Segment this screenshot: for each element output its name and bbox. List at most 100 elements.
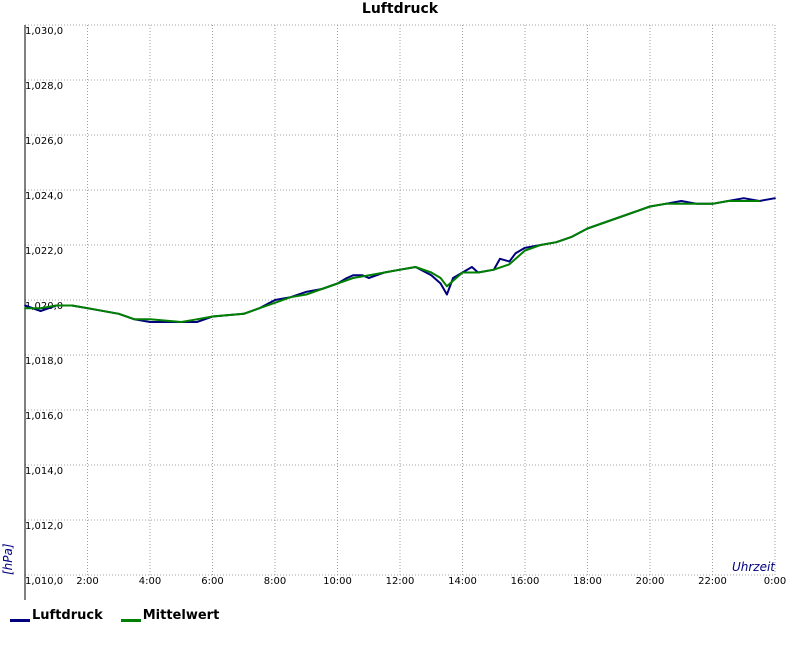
data-point-mittelwert xyxy=(664,202,667,205)
x-tick-label: 16:00 xyxy=(511,576,540,587)
data-point-mittelwert xyxy=(305,293,308,296)
data-point-mittelwert xyxy=(617,216,620,219)
data-point-mittelwert xyxy=(242,312,245,315)
y-tick-label: 1,018,0 xyxy=(25,356,63,367)
legend-swatch-luftdruck xyxy=(10,619,30,622)
data-point-mittelwert xyxy=(649,205,651,208)
y-tick-label: 1,012,0 xyxy=(25,521,63,532)
data-point-mittelwert xyxy=(633,211,636,213)
data-point-mittelwert xyxy=(539,244,542,246)
data-point-mittelwert xyxy=(570,235,573,238)
legend-label-mittelwert: Mittelwert xyxy=(142,608,220,623)
data-point-luftdruck xyxy=(24,304,26,307)
data-point-luftdruck xyxy=(439,282,442,285)
x-tick-label: 1,010,0 xyxy=(25,576,63,587)
data-point-mittelwert xyxy=(452,279,455,282)
data-point-mittelwert xyxy=(492,268,495,271)
series-line-mittelwert xyxy=(25,200,760,323)
legend-swatch-mittelwert xyxy=(120,619,141,622)
data-point-mittelwert xyxy=(39,307,42,310)
series-line-luftdruck xyxy=(24,197,776,323)
data-point-luftdruck xyxy=(149,321,151,323)
x-tick-label: 10:00 xyxy=(323,576,352,587)
data-point-mittelwert xyxy=(258,307,261,310)
y-tick-label: 1,022,0 xyxy=(25,246,63,257)
legend: Luftdruck Mittelwert xyxy=(10,608,237,623)
data-point-mittelwert xyxy=(399,268,401,271)
data-point-mittelwert xyxy=(586,227,589,230)
x-tick-label: 2:00 xyxy=(76,576,98,587)
data-point-mittelwert xyxy=(289,296,292,299)
data-point-mittelwert xyxy=(727,200,730,202)
data-point-mittelwert xyxy=(274,301,276,304)
data-point-luftdruck xyxy=(742,197,745,200)
data-point-mittelwert xyxy=(86,307,89,310)
y-tick-labels: 1,012,0 1,014,0 1,016,0 1,018,0 1,020,0 1,022… xyxy=(25,26,63,532)
y-tick-label: 1,020,0 xyxy=(25,301,63,312)
data-point-luftdruck xyxy=(524,246,526,249)
x-tick-label: 18:00 xyxy=(573,576,602,587)
data-point-mittelwert xyxy=(24,307,26,310)
x-tick-label: 20:00 xyxy=(636,576,665,587)
data-point-mittelwert xyxy=(383,271,386,274)
y-axis-label: [hPa] xyxy=(1,543,15,575)
y-tick-label: 1,026,0 xyxy=(25,136,63,147)
data-point-luftdruck xyxy=(499,257,501,260)
data-point-mittelwert xyxy=(55,304,58,307)
data-point-mittelwert xyxy=(439,277,442,279)
y-tick-label: 1,028,0 xyxy=(25,81,63,92)
y-tick-label: 1,016,0 xyxy=(25,411,63,422)
y-tick-label: 1,024,0 xyxy=(25,191,63,202)
data-point-luftdruck xyxy=(345,277,348,279)
data-point-mittelwert xyxy=(149,318,151,321)
data-point-luftdruck xyxy=(352,274,355,277)
data-point-luftdruck xyxy=(274,299,276,301)
data-point-mittelwert xyxy=(555,241,558,244)
data-point-luftdruck xyxy=(430,274,433,277)
data-point-luftdruck xyxy=(39,310,42,312)
x-tick-label: 14:00 xyxy=(448,576,477,587)
data-point-luftdruck xyxy=(514,252,517,255)
data-point-mittelwert xyxy=(461,271,464,274)
data-point-mittelwert xyxy=(367,274,370,277)
y-tick-label: 1,030,0 xyxy=(25,26,63,37)
data-point-mittelwert xyxy=(477,271,480,274)
data-point-luftdruck xyxy=(774,197,776,200)
data-point-mittelwert xyxy=(352,277,355,279)
data-point-mittelwert xyxy=(180,321,183,323)
data-point-luftdruck xyxy=(680,200,683,202)
data-point-mittelwert xyxy=(524,249,526,252)
data-point-mittelwert xyxy=(508,263,511,266)
legend-item-luftdruck: Luftdruck xyxy=(10,608,103,623)
chart-title: Luftdruck xyxy=(362,1,439,17)
data-point-luftdruck xyxy=(470,266,473,268)
data-point-luftdruck xyxy=(452,277,455,279)
data-point-mittelwert xyxy=(195,318,198,321)
data-point-mittelwert xyxy=(680,202,683,205)
data-point-luftdruck xyxy=(195,321,198,323)
x-axis-label: Uhrzeit xyxy=(732,560,776,574)
legend-item-mittelwert: Mittelwert xyxy=(120,608,220,623)
data-point-luftdruck xyxy=(305,290,308,293)
data-point-mittelwert xyxy=(695,202,698,205)
data-point-mittelwert xyxy=(117,312,120,315)
x-tick-label: 0:00 xyxy=(764,576,786,587)
data-point-mittelwert xyxy=(602,222,605,224)
data-point-mittelwert xyxy=(133,318,136,321)
y-tick-label: 1,014,0 xyxy=(25,466,63,477)
data-point-mittelwert xyxy=(70,304,73,307)
data-point-luftdruck xyxy=(508,260,511,263)
data-point-mittelwert xyxy=(414,266,417,268)
grid xyxy=(25,24,776,576)
data-point-mittelwert xyxy=(211,315,214,318)
x-tick-label: 6:00 xyxy=(201,576,223,587)
data-point-mittelwert xyxy=(430,271,433,274)
x-tick-label: 4:00 xyxy=(139,576,161,587)
data-point-luftdruck xyxy=(445,293,448,296)
x-tick-label: 8:00 xyxy=(264,576,286,587)
x-tick-label: 22:00 xyxy=(698,576,727,587)
x-tick-label: 12:00 xyxy=(386,576,415,587)
data-point-luftdruck xyxy=(367,277,370,279)
data-point-mittelwert xyxy=(742,200,745,202)
